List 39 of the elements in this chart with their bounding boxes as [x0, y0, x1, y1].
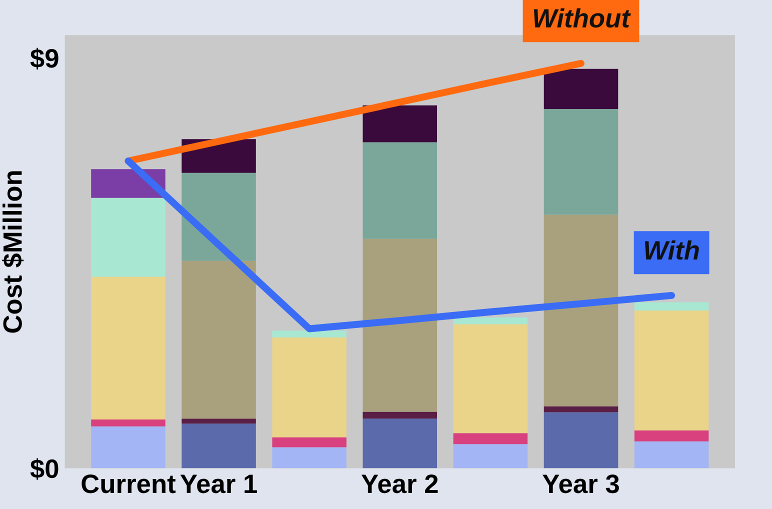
bar: [272, 337, 346, 438]
bar: [182, 260, 256, 419]
series-label: With: [645, 240, 699, 260]
bar: [544, 214, 618, 406]
bar: [362, 105, 438, 142]
bar: [272, 437, 346, 448]
bar: [272, 330, 346, 338]
bar: [544, 412, 618, 468]
bar: [182, 424, 256, 468]
bar: [453, 444, 528, 468]
bar: [453, 324, 528, 434]
y-axis-title: Cost $Million: [2, 171, 24, 333]
x-tick-label: Year 3: [542, 474, 619, 494]
bar: [453, 433, 528, 444]
bar: [91, 198, 166, 277]
bar: [544, 68, 618, 109]
bar: [362, 412, 438, 419]
bar: [634, 310, 709, 430]
y-tick-label: $0: [30, 458, 58, 480]
x-tick-label: Current: [82, 474, 176, 494]
bar: [272, 447, 346, 468]
bar: [453, 317, 528, 324]
bar: [634, 441, 709, 468]
bar: [362, 238, 438, 412]
bar: [544, 108, 618, 215]
y-tick-label: $9: [30, 48, 58, 70]
bar: [91, 426, 166, 468]
series-label: Without: [534, 8, 631, 28]
x-tick-label: Year 2: [361, 474, 438, 494]
bar: [544, 406, 618, 412]
bar: [182, 418, 256, 424]
bar: [182, 172, 256, 261]
bar: [362, 418, 438, 468]
bar: [91, 276, 166, 420]
bar: [91, 419, 166, 426]
bar: [362, 142, 438, 239]
bar: [634, 302, 709, 311]
x-tick-label: Year 1: [180, 474, 257, 494]
bar: [634, 430, 709, 442]
